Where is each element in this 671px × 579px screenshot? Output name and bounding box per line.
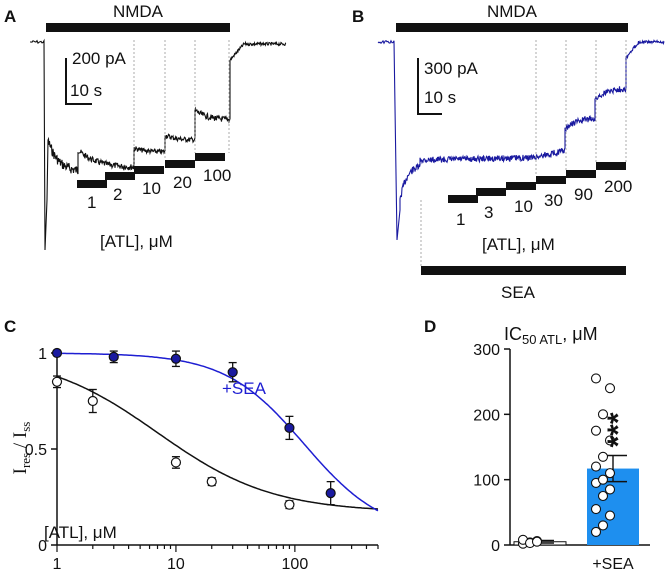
panel-d-x-label: +SEA: [592, 556, 634, 573]
panel-d-data-point: [597, 409, 609, 420]
panel-a-step-bar: [165, 160, 195, 168]
panel-d-data-point: [590, 461, 602, 472]
panel-c-control-point: [170, 457, 182, 468]
panel-d-data-point: [531, 536, 543, 547]
panel-d-data-point: [597, 451, 609, 462]
panel-b-step-label: 1: [456, 210, 465, 229]
panel-a-nmda-label: NMDA: [113, 2, 164, 21]
panel-d-data-point: [597, 520, 609, 531]
panel-c-sea-point: [170, 353, 182, 364]
panel-d-title: IC50 ATL, μM: [504, 324, 598, 347]
panel-b-step-label: 30: [544, 191, 563, 210]
panel-d-y-tick-label: 300: [473, 342, 500, 359]
panel-b-letter: B: [352, 7, 364, 26]
panel-c-control-point: [284, 499, 295, 510]
panel-c-y-tick-label: 0.5: [25, 442, 47, 459]
panel-d-ic50-bar-chart: IC50 ATL, μM 0 100 200 300 +SEA ***: [473, 324, 650, 573]
panel-b-step-bar: [596, 162, 626, 170]
panel-d-y-tick-label: 200: [473, 407, 500, 424]
panel-b-scale-bar: 300 pA 10 s: [417, 58, 479, 115]
panel-d-data-point: [590, 425, 602, 436]
panel-c-y-tick-label: 1: [38, 346, 47, 363]
panel-c-sea-point: [51, 347, 63, 359]
panel-d-significance: ***: [602, 412, 635, 447]
panel-a-step-bar: [105, 172, 135, 180]
panel-b-step-label: 90: [574, 185, 593, 204]
panel-d-data-point: [604, 510, 616, 521]
panel-b-conc-label: [ATL], μM: [482, 235, 555, 254]
panel-c-concentration-response-plot: 0 0.5 1 1 10 100 +SEA [ATL], μM Ires / Iss: [10, 346, 379, 573]
panel-d-data-point: [590, 504, 602, 515]
panel-c-sea-fit-curve: [57, 352, 379, 512]
panel-b-sea-bar: [421, 266, 626, 275]
panel-b-current-trace: [377, 39, 665, 241]
panel-b-nmda-label: NMDA: [487, 2, 538, 21]
panel-b-nmda-bar: [396, 23, 628, 32]
panel-a-scale-time: 10 s: [70, 81, 102, 100]
panel-a-step-label: 20: [173, 173, 192, 192]
panel-d-letter: D: [424, 317, 436, 336]
panel-c-sea-point: [284, 422, 295, 433]
panel-b-step-label: 10: [514, 197, 533, 216]
panel-d-data-point: [604, 383, 616, 394]
panel-a-step-label: 1: [87, 193, 96, 212]
panel-b-concentration-steps: 1 3 10 30 90 200: [448, 40, 632, 229]
panel-d-data-point: [590, 526, 602, 537]
panel-c-control-point: [206, 476, 217, 487]
panel-c-sea-point: [108, 351, 119, 362]
panel-d-data-point: [604, 468, 616, 479]
panel-c-x-tick-label: 1: [53, 556, 62, 573]
panel-d-data-point: [604, 484, 616, 495]
panel-a-step-bar: [134, 166, 164, 174]
panel-a-step-label: 2: [113, 185, 122, 204]
panel-a-step-label: 10: [142, 179, 161, 198]
panel-a-concentration-steps: 1 2 10 20 100: [77, 40, 231, 212]
panel-d-y-tick-label: 0: [491, 538, 500, 555]
panel-c-letter: C: [4, 317, 16, 336]
panel-c-x-label: [ATL], μM: [44, 523, 117, 542]
panel-a-scale-bar: 200 pA 10 s: [65, 49, 127, 105]
panel-c-control-point: [51, 376, 63, 387]
panel-d-data-point: [597, 474, 609, 485]
panel-b-scale-current: 300 pA: [424, 59, 479, 78]
panel-c-y-label: Ires / Iss: [10, 422, 33, 475]
panel-a-scale-current: 200 pA: [72, 49, 127, 68]
panel-b-step-label: 3: [484, 203, 493, 222]
panel-b-step-bar: [566, 170, 596, 178]
panel-b-step-bar: [536, 176, 566, 184]
panel-d-data-point: [597, 490, 609, 502]
panel-d-data-point: [604, 435, 616, 446]
panel-b-step-bar: [476, 188, 506, 196]
panel-c-control-point: [87, 395, 98, 407]
panel-a-current-trace: [30, 38, 287, 251]
panel-c-y-tick-label: 0: [38, 538, 47, 555]
panel-d-data-point: [590, 373, 602, 384]
panel-a-letter: A: [4, 7, 16, 26]
panel-b-step-bar: [448, 195, 478, 203]
panel-a-step-bar: [77, 180, 107, 188]
panel-c-x-tick-label: 100: [282, 556, 309, 573]
panel-b-scale-time: 10 s: [424, 88, 456, 107]
panel-d-y-tick-label: 100: [473, 473, 500, 490]
panel-a-nmda-bar: [46, 23, 230, 32]
panel-a-conc-label: [ATL], μM: [100, 232, 173, 251]
panel-a-step-bar: [195, 153, 225, 161]
panel-c-x-tick-label: 10: [167, 556, 185, 573]
panel-b-sea-label: SEA: [501, 283, 536, 302]
panel-c-sea-point: [325, 488, 336, 499]
panel-b-step-bar: [506, 182, 536, 190]
panel-c-control-fit-curve: [56, 375, 379, 510]
panel-c-sea-point: [227, 367, 238, 378]
panel-c-sea-legend: +SEA: [222, 379, 267, 398]
panel-b-step-label: 200: [604, 177, 632, 196]
panel-a-step-label: 100: [203, 166, 231, 185]
